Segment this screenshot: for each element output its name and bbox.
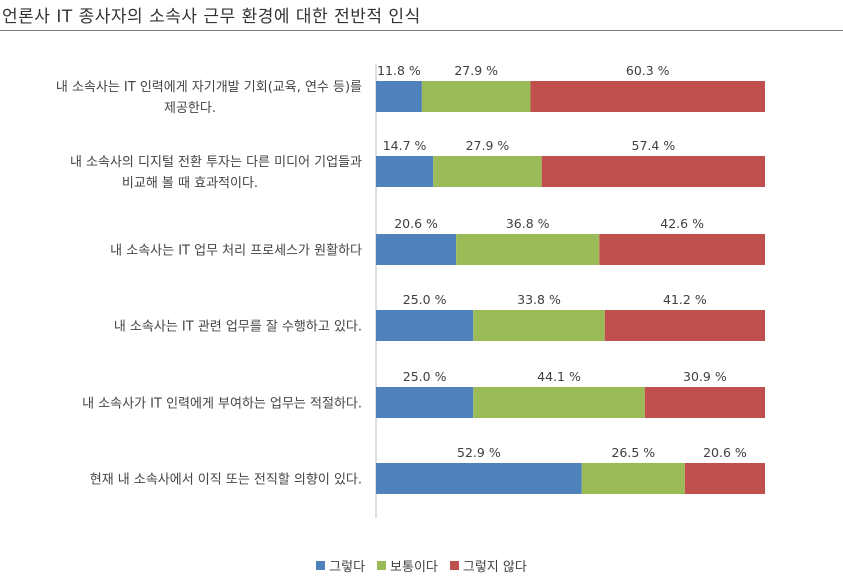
legend-swatch	[449, 561, 459, 570]
data-label: 41.2 %	[663, 292, 707, 307]
bar-segment	[599, 234, 765, 265]
title-divider	[0, 30, 843, 31]
data-label: 27.9 %	[466, 138, 510, 153]
data-label: 60.3 %	[626, 63, 670, 78]
data-label: 42.6 %	[660, 216, 704, 231]
data-label: 11.8 %	[377, 63, 421, 78]
bar-segment	[376, 156, 434, 187]
bar-segment	[473, 310, 605, 341]
category-label: 내 소속사가 IT 인력에게 부여하는 업무는 적절하다.	[82, 397, 362, 412]
legend-item: 보통이다	[377, 556, 438, 575]
category-label: 내 소속사는 IT 인력에게 자기개발 기회(교육, 연수 등)를 제공한다.	[56, 80, 362, 116]
data-label: 14.7 %	[383, 138, 427, 153]
page-title: 언론사 IT 종사자의 소속사 근무 환경에 대한 전반적 인식	[2, 7, 421, 27]
legend-item: 그렇다	[316, 556, 365, 575]
data-label: 33.8 %	[517, 292, 561, 307]
stacked-bar-chart: 내 소속사는 IT 인력에게 자기개발 기회(교육, 연수 등)를 제공한다. 11…	[56, 63, 765, 518]
data-label: 20.6 %	[703, 445, 747, 460]
data-label: 44.1 %	[537, 369, 581, 384]
chart-legend: 그렇다 보통이다 그렇지 않다	[0, 556, 843, 575]
bar-segment	[376, 81, 422, 112]
data-label: 25.0 %	[403, 292, 447, 307]
bar-segment	[530, 81, 765, 112]
bar-segment	[644, 387, 765, 418]
data-label: 36.8 %	[506, 216, 550, 231]
legend-label: 그렇다	[329, 560, 366, 575]
bar-segment	[433, 156, 542, 187]
legend-label: 그렇지 않다	[462, 560, 527, 575]
category-label: 현재 내 소속사에서 이직 또는 전직할 의향이 있다.	[90, 473, 362, 488]
bar-segment	[604, 310, 765, 341]
legend-swatch	[316, 561, 326, 570]
bar-segment	[581, 463, 685, 494]
category-label: 내 소속사의 디지털 전환 투자는 다른 미디어 기업들과 비교해 볼 때 효과적…	[70, 155, 362, 191]
legend-swatch	[377, 561, 387, 570]
data-label: 57.4 %	[632, 138, 676, 153]
data-label: 26.5 %	[611, 445, 655, 460]
bar-segment	[473, 387, 645, 418]
data-label: 25.0 %	[403, 369, 447, 384]
bar-segment	[376, 387, 474, 418]
category-label: 내 소속사는 IT 업무 처리 프로세스가 원활하다	[110, 244, 362, 259]
bar-segment	[541, 156, 765, 187]
category-label: 내 소속사는 IT 관련 업무를 잘 수행하고 있다.	[114, 319, 362, 335]
bar-segment	[456, 234, 600, 265]
legend-item: 그렇지 않다	[449, 556, 527, 575]
data-label: 20.6 %	[394, 216, 438, 231]
legend-label: 보통이다	[390, 560, 438, 575]
bar-segment	[376, 463, 582, 494]
bar-segment	[421, 81, 531, 112]
data-label: 27.9 %	[454, 63, 498, 78]
data-label: 52.9 %	[457, 445, 501, 460]
bar-segment	[376, 310, 474, 341]
bar-segment	[684, 463, 765, 494]
bar-segment	[376, 234, 457, 265]
data-label: 30.9 %	[683, 369, 727, 384]
